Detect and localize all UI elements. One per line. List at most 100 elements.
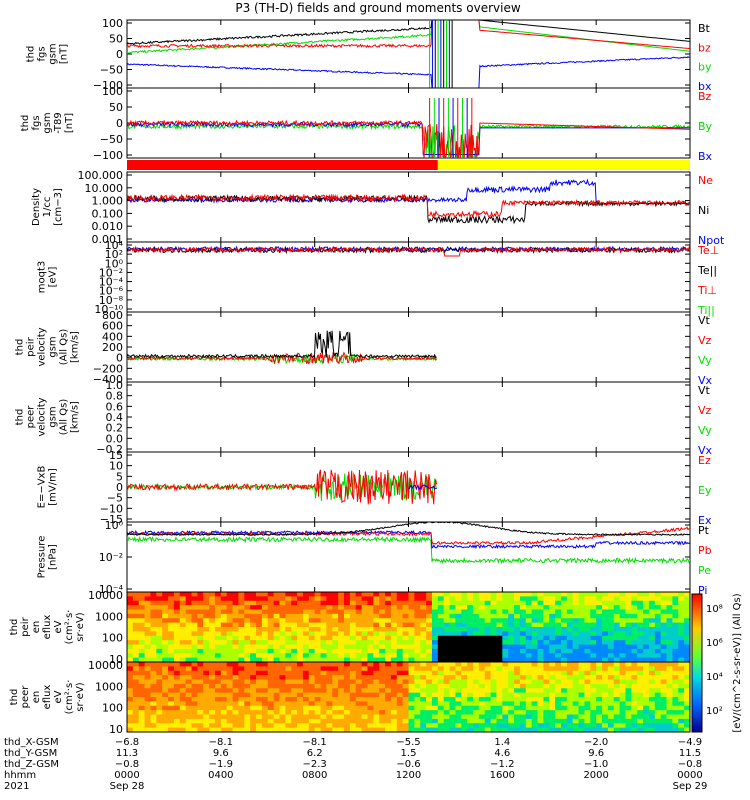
heatmap-cell bbox=[138, 631, 146, 637]
heatmap-cell bbox=[566, 657, 574, 662]
heatmap-cell bbox=[607, 627, 615, 632]
heatmap-cell bbox=[643, 727, 650, 732]
heatmap-cell bbox=[596, 679, 603, 685]
heatmap-cell bbox=[431, 613, 439, 619]
heatmap-cell bbox=[543, 640, 550, 645]
heatmap-cell bbox=[467, 618, 474, 624]
heatmap-cell bbox=[385, 688, 392, 694]
heatmap-cell bbox=[566, 592, 574, 597]
heatmap-cell bbox=[220, 613, 228, 619]
heatmap-cell bbox=[338, 592, 345, 597]
heatmap-cell bbox=[414, 701, 421, 707]
heatmap-cell bbox=[490, 640, 497, 645]
heatmap-cell bbox=[643, 666, 650, 672]
heatmap-cell bbox=[338, 723, 345, 729]
heatmap-cell bbox=[261, 618, 269, 624]
heatmap-cell bbox=[408, 640, 415, 645]
heatmap-cell bbox=[197, 666, 204, 672]
heatmap-cell bbox=[431, 640, 439, 645]
heatmap-cell bbox=[467, 705, 474, 711]
heatmap-cell bbox=[203, 666, 210, 672]
heatmap-cell bbox=[543, 622, 550, 628]
heatmap-cell bbox=[297, 675, 304, 680]
heatmap-cell bbox=[420, 640, 427, 645]
legend-entry: Vt bbox=[698, 384, 711, 397]
heatmap-cell bbox=[297, 627, 304, 632]
heatmap-cell bbox=[631, 609, 638, 615]
heatmap-cell bbox=[191, 723, 198, 729]
heatmap-cell bbox=[502, 666, 509, 672]
heatmap-cell bbox=[244, 653, 251, 659]
region-segment bbox=[127, 160, 438, 170]
heatmap-cell bbox=[355, 727, 363, 732]
heatmap-cell bbox=[226, 683, 234, 689]
heatmap-cell bbox=[385, 613, 392, 619]
y-axis-label: Pressure bbox=[37, 536, 48, 579]
heatmap-cell bbox=[168, 666, 175, 672]
heatmap-cell bbox=[449, 653, 456, 659]
heatmap-cell bbox=[132, 670, 140, 676]
heatmap-cell bbox=[426, 718, 433, 724]
heatmap-cell bbox=[173, 727, 181, 732]
heatmap-cell bbox=[320, 644, 327, 650]
heatmap-cell bbox=[379, 640, 386, 645]
heatmap-cell bbox=[179, 692, 187, 698]
heatmap-cell bbox=[467, 670, 474, 676]
heatmap-cell bbox=[613, 727, 621, 732]
heatmap-cell bbox=[531, 653, 539, 659]
heatmap-cell bbox=[660, 657, 668, 662]
heatmap-cell bbox=[173, 723, 181, 729]
heatmap-cell bbox=[519, 688, 527, 694]
heatmap-cell bbox=[127, 705, 134, 711]
heatmap-cell bbox=[443, 596, 451, 602]
heatmap-cell bbox=[156, 635, 163, 641]
heatmap-cell bbox=[666, 679, 673, 685]
heatmap-cell bbox=[537, 635, 544, 641]
heatmap-cell bbox=[560, 688, 568, 694]
heatmap-cell bbox=[179, 635, 187, 641]
heatmap-cell bbox=[549, 723, 556, 729]
heatmap-cell bbox=[203, 701, 210, 707]
heatmap-cell bbox=[209, 723, 216, 729]
heatmap-cell bbox=[308, 688, 316, 694]
heatmap-cell bbox=[543, 718, 550, 724]
heatmap-cell bbox=[643, 679, 650, 685]
heatmap-cell bbox=[484, 697, 492, 702]
heatmap-cell bbox=[619, 635, 626, 641]
heatmap-cell bbox=[490, 605, 497, 610]
heatmap-cell bbox=[332, 679, 339, 685]
heatmap-cell bbox=[484, 683, 492, 689]
heatmap-cell bbox=[385, 605, 392, 610]
heatmap-cell bbox=[220, 644, 228, 650]
heatmap-cell bbox=[420, 710, 427, 715]
heatmap-cell bbox=[267, 592, 275, 597]
heatmap-cell bbox=[443, 688, 451, 694]
heatmap-cell bbox=[179, 622, 187, 628]
heatmap-cell bbox=[197, 640, 204, 645]
heatmap-cell bbox=[613, 592, 621, 597]
heatmap-cell bbox=[197, 592, 204, 597]
heatmap-cell bbox=[132, 718, 140, 724]
heatmap-cell bbox=[168, 697, 175, 702]
heatmap-cell bbox=[560, 622, 568, 628]
heatmap-cell bbox=[127, 666, 134, 672]
heatmap-cell bbox=[273, 683, 280, 689]
heatmap-cell bbox=[367, 701, 374, 707]
colorbar-label: [eV/(cm^2-s-sr-eV)] (All Qs) bbox=[732, 593, 743, 732]
heatmap-cell bbox=[473, 675, 480, 680]
heatmap-cell bbox=[256, 670, 263, 676]
heatmap-cell bbox=[150, 679, 157, 685]
heatmap-cell bbox=[437, 662, 445, 667]
heatmap-cell bbox=[578, 675, 585, 680]
heatmap-cell bbox=[484, 701, 492, 707]
heatmap-cell bbox=[637, 688, 644, 694]
heatmap-cell bbox=[279, 662, 286, 667]
heatmap-cell bbox=[478, 710, 486, 715]
heatmap-cell bbox=[203, 714, 210, 720]
heatmap-cell bbox=[238, 622, 245, 628]
heatmap-cell bbox=[654, 648, 662, 654]
heatmap-cell bbox=[684, 662, 690, 667]
heatmap-cell bbox=[678, 592, 685, 597]
heatmap-cell bbox=[473, 705, 480, 711]
